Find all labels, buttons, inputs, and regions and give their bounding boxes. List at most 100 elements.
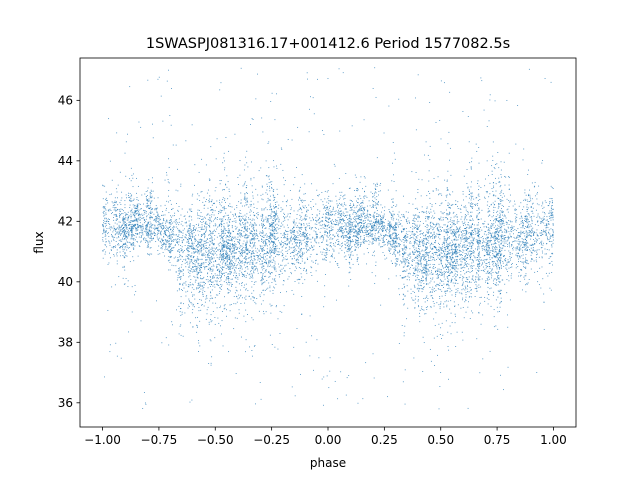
- data-point: [196, 274, 198, 276]
- data-point: [399, 254, 401, 256]
- data-point: [441, 273, 443, 275]
- data-point: [420, 269, 422, 271]
- data-point: [238, 251, 240, 252]
- data-point: [491, 223, 493, 225]
- data-point: [118, 221, 120, 223]
- data-point: [120, 199, 122, 201]
- data-point: [484, 197, 486, 199]
- data-point: [410, 267, 411, 268]
- data-point: [222, 245, 224, 247]
- data-point: [285, 247, 287, 249]
- data-point: [121, 208, 123, 210]
- data-point: [478, 260, 480, 262]
- data-point: [193, 229, 195, 231]
- data-point: [383, 241, 385, 243]
- data-point: [348, 231, 350, 233]
- data-point: [524, 235, 526, 237]
- data-point: [120, 208, 122, 210]
- data-point: [478, 222, 479, 224]
- data-point: [455, 249, 457, 250]
- data-point: [364, 212, 366, 214]
- data-point: [214, 238, 216, 240]
- data-point: [352, 213, 354, 215]
- data-point: [517, 236, 519, 238]
- data-point: [341, 191, 343, 193]
- data-point: [501, 200, 502, 202]
- data-point: [415, 236, 417, 238]
- data-point: [222, 240, 224, 242]
- data-point: [299, 252, 301, 254]
- data-point: [470, 220, 472, 221]
- data-point: [103, 232, 105, 234]
- data-point: [388, 243, 390, 245]
- data-point: [271, 187, 273, 189]
- data-point: [540, 241, 542, 243]
- data-point: [478, 189, 480, 191]
- data-point: [189, 281, 191, 283]
- data-point: [486, 250, 488, 252]
- data-point: [258, 224, 260, 226]
- data-point: [493, 247, 495, 249]
- data-point: [456, 279, 457, 281]
- data-point: [238, 233, 240, 235]
- data-point: [350, 253, 352, 255]
- data-point: [490, 287, 492, 289]
- data-point: [497, 254, 499, 256]
- data-point: [465, 246, 467, 248]
- data-point: [523, 231, 525, 233]
- data-point: [488, 241, 490, 243]
- data-point: [199, 299, 201, 300]
- data-point: [331, 223, 332, 224]
- data-point: [105, 191, 107, 193]
- data-point: [226, 277, 228, 279]
- data-point: [371, 272, 373, 274]
- data-point: [271, 92, 273, 94]
- data-point: [500, 374, 501, 376]
- data-point: [322, 251, 324, 253]
- data-point: [393, 205, 395, 206]
- data-point: [459, 227, 461, 229]
- data-point: [149, 216, 151, 218]
- data-point: [209, 298, 211, 300]
- data-point: [388, 232, 390, 234]
- data-point: [508, 200, 510, 201]
- data-point: [356, 215, 358, 217]
- data-point: [407, 234, 409, 236]
- data-point: [119, 251, 121, 253]
- data-point: [122, 210, 124, 212]
- data-point: [323, 306, 325, 308]
- data-point: [543, 231, 545, 232]
- data-point: [438, 218, 440, 220]
- data-point: [472, 206, 474, 208]
- data-point: [234, 258, 236, 260]
- data-point: [304, 241, 306, 243]
- data-point: [122, 266, 124, 268]
- data-point: [301, 296, 303, 297]
- data-point: [427, 283, 429, 285]
- data-point: [213, 214, 215, 216]
- data-point: [362, 213, 364, 215]
- data-point: [426, 206, 428, 208]
- data-point: [541, 232, 543, 234]
- data-point: [520, 233, 522, 235]
- data-point: [106, 217, 107, 219]
- data-point: [263, 282, 265, 283]
- data-point: [138, 233, 140, 235]
- data-point: [423, 266, 425, 268]
- data-point: [238, 238, 240, 240]
- data-point: [528, 223, 529, 225]
- data-point: [138, 213, 140, 215]
- data-point: [393, 246, 395, 247]
- data-point: [481, 247, 483, 249]
- data-point: [454, 253, 456, 255]
- data-point: [252, 268, 254, 270]
- data-point: [437, 234, 439, 235]
- data-point: [424, 313, 426, 315]
- data-point: [416, 228, 418, 230]
- data-point: [147, 244, 149, 245]
- data-point: [203, 246, 205, 248]
- data-point: [104, 235, 106, 237]
- data-point: [178, 244, 180, 246]
- data-point: [372, 226, 374, 228]
- data-point: [161, 223, 163, 225]
